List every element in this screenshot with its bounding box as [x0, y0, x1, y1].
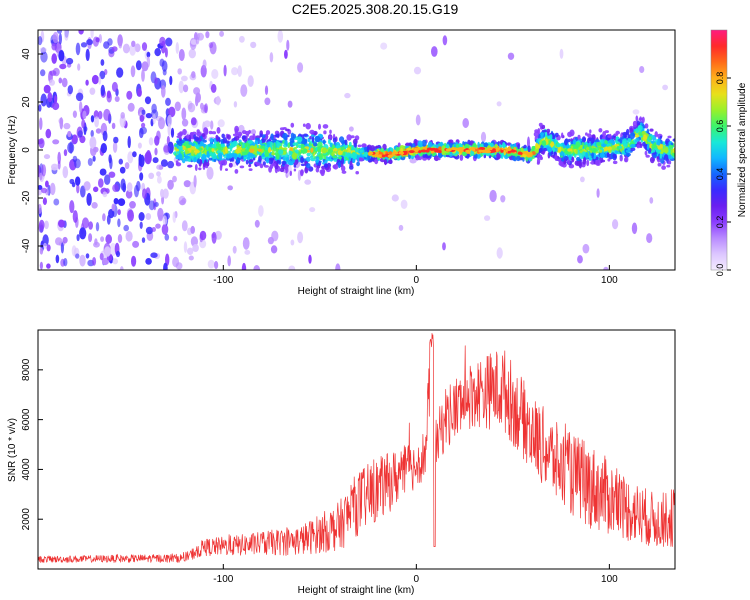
colorbar-gradient: [710, 29, 728, 271]
colorbar-tick-label: 0.8: [715, 72, 725, 85]
colorbar-label: Normalized spectral amplitude: [737, 82, 748, 217]
y-tick-label: 0: [21, 147, 32, 153]
colorbar-tick-label: 0.0: [715, 264, 725, 277]
snr-x-ticks: -100 0 100: [213, 564, 618, 585]
snr-frame: [37, 329, 676, 570]
snr-y-label: SNR (10 * v/v): [7, 418, 18, 482]
y-tick-label: 20: [21, 96, 32, 108]
spectrogram-panel: -100 0 100 -40 -20 0 20 40 Height of straight …: [7, 29, 676, 297]
snr-panel: -100 0 100 2000 4000 6000 8000 Height of stra…: [7, 329, 676, 596]
chart-title: C2E5.2025.308.20.15.G19: [292, 1, 459, 17]
y-tick-label: -40: [21, 238, 32, 253]
colorbar-tick-label: 0.2: [715, 216, 725, 229]
spectrogram-y-label: Frequency (Hz): [7, 116, 18, 185]
x-tick-label: -100: [213, 275, 233, 286]
snr-x-label: Height of straight line (km): [298, 585, 415, 596]
spectrogram-y-ticks: -40 -20 0 20 40: [21, 48, 43, 253]
x-tick-label: 100: [601, 574, 618, 585]
x-tick-label: 100: [601, 275, 618, 286]
colorbar-tick-label: 0.4: [715, 168, 725, 181]
x-tick-label: -100: [213, 574, 233, 585]
snr-series-line: [38, 333, 675, 563]
spectrogram-heatmap: [38, 30, 675, 270]
colorbar-ticks: 0.0 0.2 0.4 0.6 0.8: [715, 72, 731, 277]
spectrogram-x-ticks: -100 0 100: [213, 265, 618, 286]
x-tick-label: 0: [414, 574, 420, 585]
y-tick-label: 4000: [21, 458, 32, 481]
colorbar-tick-label: 0.6: [715, 120, 725, 133]
y-tick-label: 8000: [21, 358, 32, 381]
snr-y-ticks: 2000 4000 6000 8000: [21, 358, 43, 530]
y-tick-label: 2000: [21, 508, 32, 531]
y-tick-label: -20: [21, 190, 32, 205]
x-tick-label: 0: [414, 275, 420, 286]
y-tick-label: 40: [21, 48, 32, 60]
colorbar: 0.0 0.2 0.4 0.6 0.8 Normalized spectral ampl…: [710, 29, 748, 277]
y-tick-label: 6000: [21, 408, 32, 431]
spectrogram-x-label: Height of straight line (km): [298, 286, 415, 297]
